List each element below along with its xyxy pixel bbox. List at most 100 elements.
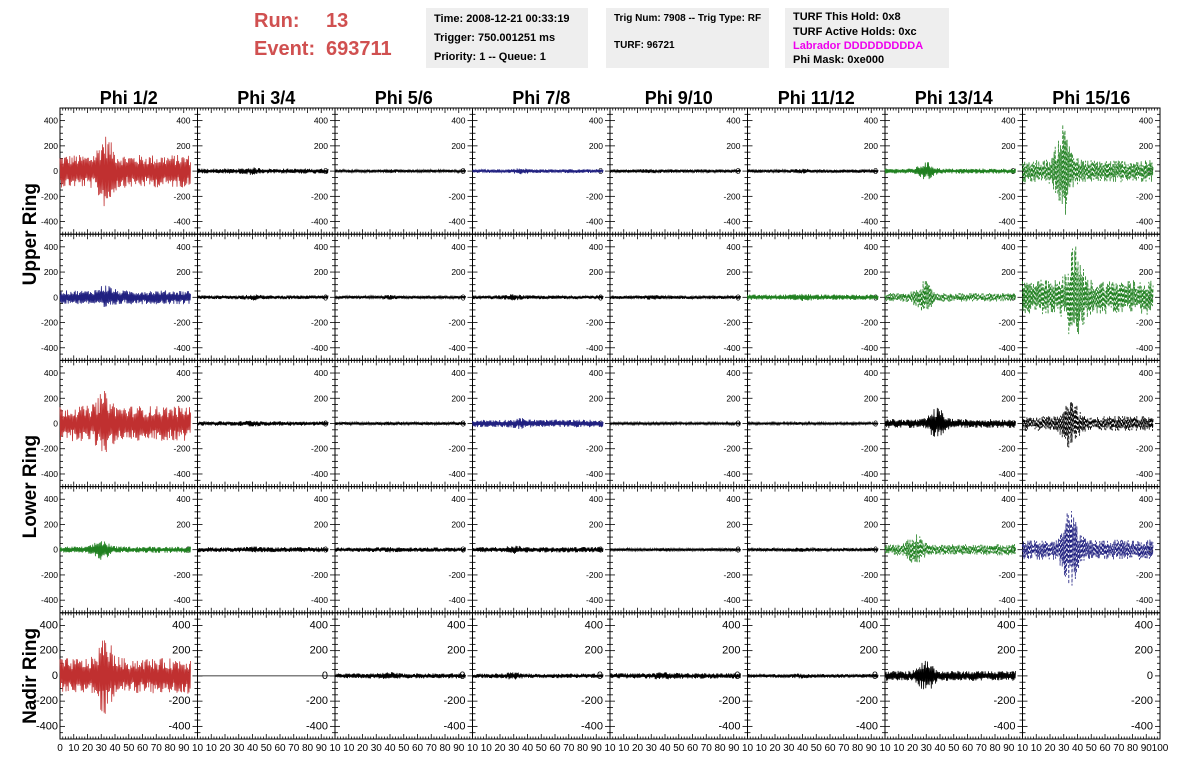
y-tick-label: -400 [41,343,58,353]
y-tick-label: 0 [53,166,58,176]
y-tick-label: -400 [723,595,740,605]
labrador-text: Labrador DDDDDDDDDA [793,40,924,52]
y-tick-label: -400 [311,343,328,353]
row-label-1: Upper Ring [20,183,41,285]
y-tick-label: 200 [44,519,58,529]
y-tick-label: 400 [1001,116,1015,126]
y-tick-label: -400 [173,469,190,479]
y-tick-label: -400 [173,217,190,227]
y-tick-label: -200 [861,318,878,328]
y-tick-label: 400 [44,242,58,252]
y-tick-label: -200 [173,570,190,580]
y-tick-label: 400 [1001,242,1015,252]
y-tick-label: 200 [44,141,58,151]
y-tick-label: 400 [451,368,465,378]
waveform [1022,401,1154,448]
y-tick-label: -200 [311,570,328,580]
time-text: Time: 2008-12-21 00:33:19 [434,13,570,25]
y-tick-label: 200 [726,519,740,529]
y-tick-label: 400 [44,368,58,378]
y-tick-label: -400 [998,343,1015,353]
y-tick-label: 400 [314,368,328,378]
y-tick-label: -200 [311,444,328,454]
y-tick-label: -400 [173,343,190,353]
y-tick-label: -400 [723,469,740,479]
run-label: Run: [254,10,300,32]
y-tick-label: -400 [1136,469,1153,479]
y-tick-label: 200 [314,141,328,151]
y-tick-label: -400 [1136,217,1153,227]
y-tick-label: -400 [448,217,465,227]
y-tick-label: 400 [589,494,603,504]
y-tick-label: -400 [41,217,58,227]
y-tick-label: -200 [586,191,603,201]
waveform [1022,124,1154,215]
trig-info-box: Trig Num: 7908 -- Trig Type: RF TURF: 96… [606,8,769,68]
y-tick-label: 200 [726,141,740,151]
y-tick-label: 0 [1011,545,1016,555]
waveform [747,420,879,427]
y-tick-label: -400 [448,343,465,353]
y-tick-label: -200 [311,191,328,201]
y-tick-label: 400 [589,116,603,126]
panel-r1-c8: -400 -200 0 200 400 [1022,107,1161,235]
y-tick-label: 200 [1001,141,1015,151]
y-tick-label: -200 [41,318,58,328]
waveform [197,167,329,175]
y-tick-label: 200 [176,519,190,529]
column-header-7: Phi 13/14 [915,88,993,108]
y-tick-label: -200 [173,444,190,454]
y-tick-label: -400 [861,217,878,227]
waveform [334,294,466,301]
y-tick-label: 400 [451,242,465,252]
y-tick-label: -400 [448,469,465,479]
y-tick-label: 200 [1139,393,1153,403]
waveform [884,534,1016,564]
y-tick-label: -400 [41,595,58,605]
y-tick-label: 200 [1001,519,1015,529]
y-tick-label: -200 [311,318,328,328]
y-tick-label: 400 [44,494,58,504]
y-tick-label: 200 [864,393,878,403]
y-tick-label: 200 [589,141,603,151]
y-tick-label: 200 [176,393,190,403]
y-tick-label: 400 [864,368,878,378]
waveform [1022,510,1154,586]
turf-this-hold-text: TURF This Hold: 0x8 [793,11,901,23]
y-tick-label: 400 [1001,494,1015,504]
waveform [747,546,879,553]
y-tick-label: -400 [998,595,1015,605]
y-tick-label: 200 [176,267,190,277]
waveform [609,420,741,427]
column-header-2: Phi 3/4 [237,88,295,108]
y-tick-label: 200 [864,141,878,151]
y-tick-label: -200 [723,318,740,328]
y-tick-label: 200 [44,267,58,277]
y-tick-label: 400 [1139,494,1153,504]
y-tick-label: 400 [1139,368,1153,378]
y-tick-label: 400 [589,242,603,252]
waveform [197,420,329,427]
y-tick-label: -400 [311,469,328,479]
y-tick-label: 0 [53,419,58,429]
waveform [609,168,741,175]
y-tick-label: -400 [723,217,740,227]
y-tick-label: 200 [864,519,878,529]
y-tick-label: 400 [1001,368,1015,378]
y-tick-label: -400 [448,595,465,605]
y-tick-label: -200 [448,570,465,580]
y-tick-label: 200 [1139,267,1153,277]
y-tick-label: -400 [586,217,603,227]
y-tick-label: -200 [998,191,1015,201]
